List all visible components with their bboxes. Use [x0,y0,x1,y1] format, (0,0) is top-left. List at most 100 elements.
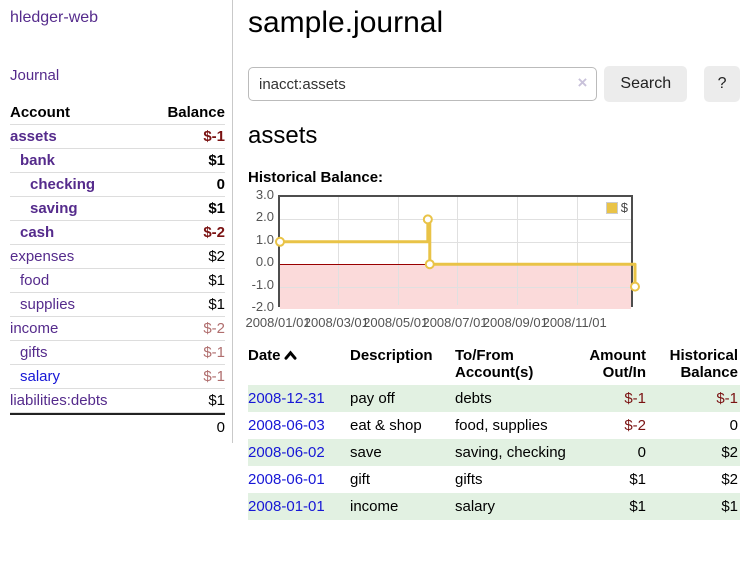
account-link[interactable]: food [20,272,50,289]
account-row: supplies $1 [10,293,225,317]
y-tick-label: -2.0 [251,299,274,314]
gridline [280,219,631,221]
th-date[interactable]: Date [248,345,350,385]
nav-journal-link[interactable]: Journal [10,67,60,84]
account-row: expenses $2 [10,245,225,269]
account-link[interactable]: gifts [20,344,48,361]
data-point-marker [422,214,433,225]
register-amount: $1 [629,471,646,488]
sidebar: hledger-web Journal Account Balance asse… [0,0,233,443]
help-button[interactable]: ? [704,66,740,102]
register-amount: $1 [629,498,646,515]
gridline [457,197,458,305]
sidebar-nav: Journal [10,27,224,85]
register-description: pay off [350,390,395,407]
y-tick-label: 1.0 [255,231,274,247]
register-accounts: salary [455,498,496,515]
gridline [517,197,519,305]
account-row: food $1 [10,269,225,293]
y-tick-label: 2.0 [255,209,274,225]
account-row: liabilities:debts $1 [10,389,225,413]
account-row: bank $1 [10,149,225,173]
account-row: assets $-1 [10,125,225,149]
chart-legend: $ [605,200,628,215]
search-button[interactable]: Search [604,66,688,102]
register-amount: $-1 [624,390,646,407]
account-link[interactable]: checking [30,176,96,193]
account-link[interactable]: expenses [10,248,75,265]
x-tick-label: 2008/11/01 [542,315,607,330]
y-tick-label: 0.0 [255,254,274,270]
account-row: checking 0 [10,173,225,197]
accounts-header-balance: Balance [145,101,225,125]
clear-search-icon[interactable]: × [577,73,588,92]
account-link[interactable]: assets [10,128,57,145]
plot-area: $ [275,195,640,309]
account-link[interactable]: cash [20,224,55,241]
search-box: × [248,67,598,101]
x-tick-label: 2008/05/01 [363,315,429,330]
y-tick-label: 3.0 [255,187,274,202]
gridline [280,241,631,243]
x-tick-label: 2008/01/01 [245,315,311,330]
data-point-marker [630,281,640,292]
account-row: income $-2 [10,317,225,341]
register-header-row: Date Description To/From Account(s) Amou… [248,345,740,385]
register-date-link[interactable]: 2008-01-01 [248,498,325,515]
account-link[interactable]: supplies [20,296,76,313]
account-balance: $1 [208,200,225,217]
accounts-body: assets $-1 bank $1 checking 0 saving $1 … [10,125,225,413]
account-link[interactable]: income [10,320,59,337]
account-link[interactable]: salary [20,368,61,385]
account-balance: $1 [208,272,225,289]
register-date-link[interactable]: 2008-06-01 [248,471,325,488]
th-date-label: Date [248,347,281,364]
search-input[interactable] [248,67,598,101]
account-link[interactable]: bank [20,152,56,169]
brand-link[interactable]: hledger-web [10,9,99,26]
account-balance: $-1 [203,128,225,145]
register-balance: $-1 [716,390,738,407]
register-description: gift [350,471,371,488]
register-accounts: food, supplies [455,417,548,434]
account-balance: $-1 [203,368,225,385]
sort-ascending-icon [284,347,297,364]
gridline [280,286,631,288]
register-amount: $-2 [624,417,646,434]
account-balance: $-1 [203,344,225,361]
th-description: Description [350,347,433,364]
register-description: save [350,444,382,461]
accounts-header-account: Account [10,101,146,125]
register-date-link[interactable]: 2008-06-03 [248,417,325,434]
account-balance: 0 [216,176,225,193]
data-point-marker [275,236,285,247]
account-title: assets [248,122,318,149]
chart-title: Historical Balance: [248,169,384,186]
register-amount: 0 [637,444,646,461]
register-date-link[interactable]: 2008-06-02 [248,444,325,461]
th-balance: Historical Balance [669,347,738,381]
register-row: 2008-06-03 eat & shop food, supplies $-2… [248,412,740,439]
register-description: income [350,498,399,515]
register-balance: $2 [721,444,738,461]
gridline [397,197,399,305]
register-row: 2008-01-01 income salary $1 $1 [248,493,740,520]
account-link[interactable]: saving [30,200,78,217]
main-content: sample.journal × Search ? assets Histori… [245,0,740,520]
register-accounts: saving, checking [455,444,566,461]
account-link[interactable]: liabilities:debts [10,392,108,409]
x-tick-label: 2008/07/01 [422,315,488,330]
account-balance: $-2 [203,320,225,337]
balance-series [275,214,640,292]
register-accounts: gifts [455,471,483,488]
account-row: saving $1 [10,197,225,221]
search-form: × Search ? [248,66,740,102]
register-row: 2008-06-02 save saving, checking 0 $2 [248,439,740,466]
account-balance: $1 [208,392,225,409]
th-accounts: To/From Account(s) [455,347,534,381]
account-balance: $-2 [203,224,225,241]
register-row: 2008-12-31 pay off debts $-1 $-1 [248,385,740,412]
register-date-link[interactable]: 2008-12-31 [248,390,325,407]
legend-swatch-icon [605,201,618,214]
